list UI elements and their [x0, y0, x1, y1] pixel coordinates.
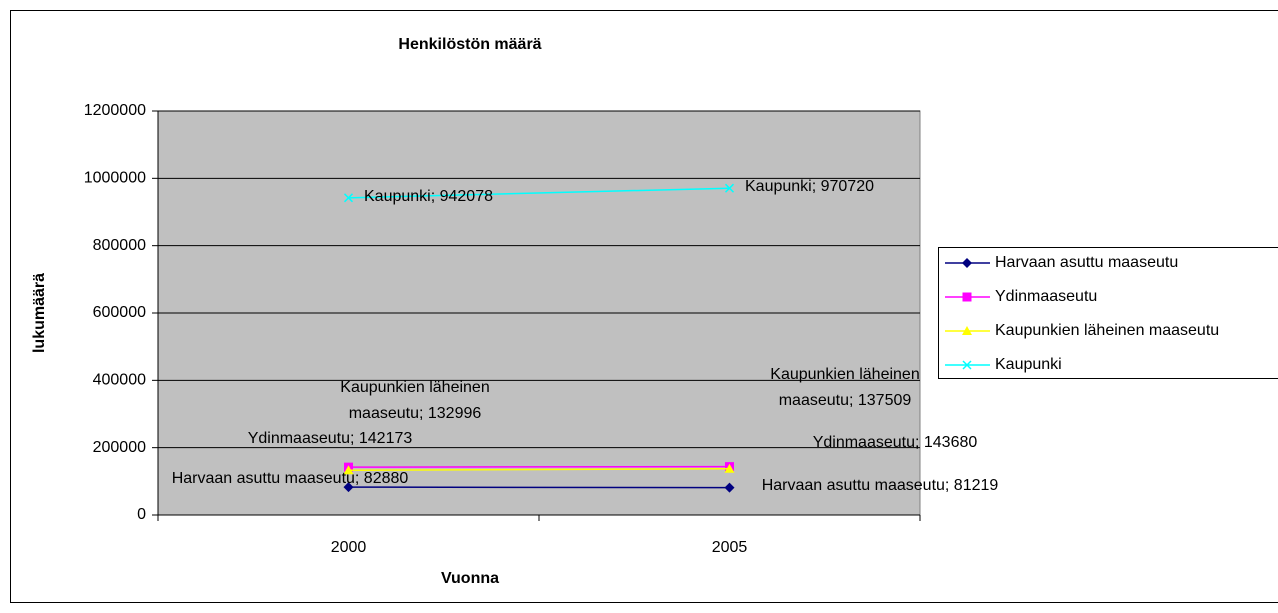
legend-label: Ydinmaaseutu	[995, 288, 1097, 305]
data-label: Ydinmaaseutu; 143680	[812, 434, 978, 451]
data-label: Ydinmaaseutu; 142173	[247, 430, 413, 447]
data-label: Kaupunkien läheinen maaseutu; 132996	[340, 379, 490, 422]
y-tick-label: 800000	[93, 237, 146, 254]
y-tick-label: 1200000	[84, 102, 146, 119]
series-line	[348, 187, 730, 199]
marker	[343, 465, 354, 475]
legend-label: Kaupunkien läheinen maaseutu	[995, 322, 1219, 339]
marker	[962, 292, 972, 302]
data-label: Kaupunkien läheinen maaseutu; 137509	[770, 366, 920, 409]
chart-title: Henkilöstön määrä	[398, 36, 541, 53]
legend-box	[938, 247, 1278, 379]
marker	[343, 482, 354, 493]
marker	[962, 326, 972, 335]
y-tick-label: 400000	[93, 372, 146, 389]
data-label: Kaupunki; 970720	[745, 178, 874, 195]
y-tick-label: 600000	[93, 304, 146, 321]
series-line	[348, 486, 730, 489]
data-label: Kaupunki; 942078	[364, 188, 493, 205]
marker	[343, 193, 354, 203]
marker	[724, 482, 735, 493]
y-tick-label: 1000000	[84, 170, 146, 187]
marker	[724, 183, 735, 193]
legend-label: Kaupunki	[995, 356, 1062, 373]
y-tick-label: 200000	[93, 439, 146, 456]
series-line	[348, 465, 730, 468]
data-label: Harvaan asuttu maaseutu; 81219	[761, 477, 999, 494]
x-tick-label: 2000	[331, 539, 367, 556]
y-axis-label: lukumäärä	[31, 273, 48, 353]
data-label: Harvaan asuttu maaseutu; 82880	[171, 470, 409, 487]
marker	[724, 463, 735, 473]
y-tick-label: 0	[137, 506, 146, 523]
x-tick-label: 2005	[712, 539, 748, 556]
legend-label: Harvaan asuttu maaseutu	[995, 254, 1178, 271]
marker	[962, 360, 972, 370]
x-axis-label: Vuonna	[441, 570, 499, 587]
series-line	[348, 467, 730, 471]
marker	[962, 258, 972, 268]
